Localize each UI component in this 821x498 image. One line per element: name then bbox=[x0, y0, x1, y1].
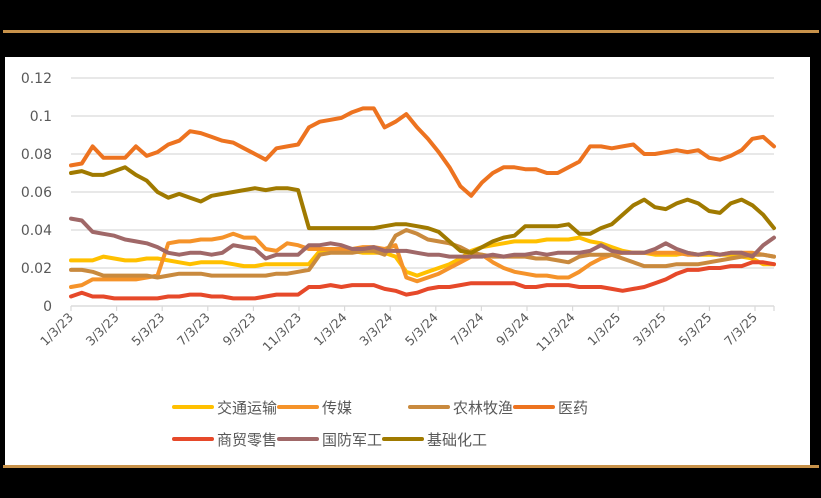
y-tick-label: 0.1 bbox=[30, 109, 52, 125]
y-tick-label: 0.08 bbox=[21, 147, 52, 163]
x-tick-label: 1/3/25 bbox=[584, 310, 623, 349]
x-axis: 1/3/23 3/3/23 5/3/23 7/3/23 9/3/23 11/3/23 1/3… bbox=[37, 305, 775, 355]
y-tick-label: 0.02 bbox=[21, 261, 52, 277]
y-tick-label: 0.12 bbox=[21, 71, 52, 87]
top-rule bbox=[3, 30, 819, 33]
y-axis-labels: 0 0.02 0.04 0.06 0.08 0.1 0.12 bbox=[21, 71, 52, 315]
legend-label: 国防军工 bbox=[322, 430, 383, 449]
legend-item-defense: 国防军工 bbox=[277, 429, 382, 450]
x-tick-label: 1/3/23 bbox=[37, 310, 76, 349]
legend-item-agriculture: 农林牧渔 bbox=[408, 397, 513, 418]
legend-row-2: 商贸零售 国防军工 基础化工 bbox=[172, 423, 652, 455]
x-tick-label: 7/3/24 bbox=[447, 309, 486, 348]
legend-swatch bbox=[172, 437, 214, 441]
legend-item-chemicals: 基础化工 bbox=[382, 429, 487, 450]
legend-swatch bbox=[382, 437, 425, 441]
y-tick-label: 0 bbox=[43, 299, 52, 315]
legend-item-transport: 交通运输 bbox=[172, 397, 277, 418]
legend-label: 医药 bbox=[558, 398, 589, 417]
x-tick-label: 3/3/23 bbox=[83, 310, 122, 349]
x-tick-label: 5/3/23 bbox=[128, 310, 167, 349]
series-line bbox=[69, 216, 776, 261]
legend-label: 基础化工 bbox=[427, 430, 488, 449]
legend: 交通运输 传媒 农林牧渔 医药 商贸零售 国防军工 基础化工 bbox=[172, 391, 652, 455]
x-tick-label: 3/3/24 bbox=[356, 309, 395, 348]
x-tick-label: 11/3/24 bbox=[533, 309, 578, 354]
x-tick-label: 9/3/24 bbox=[493, 309, 532, 348]
x-tick-label: 7/3/23 bbox=[174, 310, 213, 349]
legend-swatch bbox=[513, 405, 556, 409]
legend-label: 交通运输 bbox=[217, 398, 278, 417]
y-tick-label: 0.06 bbox=[21, 185, 52, 201]
y-tick-label: 0.04 bbox=[21, 223, 52, 239]
series-line bbox=[69, 260, 776, 301]
series-line bbox=[69, 165, 776, 255]
legend-item-retail: 商贸零售 bbox=[172, 429, 277, 450]
legend-row-1: 交通运输 传媒 农林牧渔 医药 bbox=[172, 391, 652, 423]
x-tick-label: 1/3/24 bbox=[311, 309, 350, 348]
x-tick-label: 11/3/23 bbox=[259, 310, 304, 355]
x-tick-label: 3/3/25 bbox=[630, 310, 669, 349]
legend-swatch bbox=[277, 437, 320, 441]
x-tick-label: 7/3/25 bbox=[721, 310, 760, 349]
legend-swatch bbox=[172, 405, 214, 409]
series-line bbox=[69, 228, 776, 280]
bottom-rule bbox=[3, 465, 819, 468]
legend-label: 农林牧渔 bbox=[453, 398, 514, 417]
legend-swatch bbox=[277, 405, 320, 409]
legend-label: 传媒 bbox=[322, 398, 353, 417]
series-lines bbox=[69, 106, 776, 301]
x-tick-label: 9/3/23 bbox=[219, 310, 258, 349]
legend-item-pharma: 医药 bbox=[513, 397, 588, 418]
series-line bbox=[69, 231, 776, 289]
x-tick-label: 5/3/24 bbox=[402, 309, 441, 348]
legend-label: 商贸零售 bbox=[217, 430, 278, 449]
series-line bbox=[69, 106, 776, 198]
legend-item-media: 传媒 bbox=[277, 397, 408, 418]
x-tick-label: 5/3/25 bbox=[675, 310, 714, 349]
legend-swatch bbox=[408, 405, 451, 409]
